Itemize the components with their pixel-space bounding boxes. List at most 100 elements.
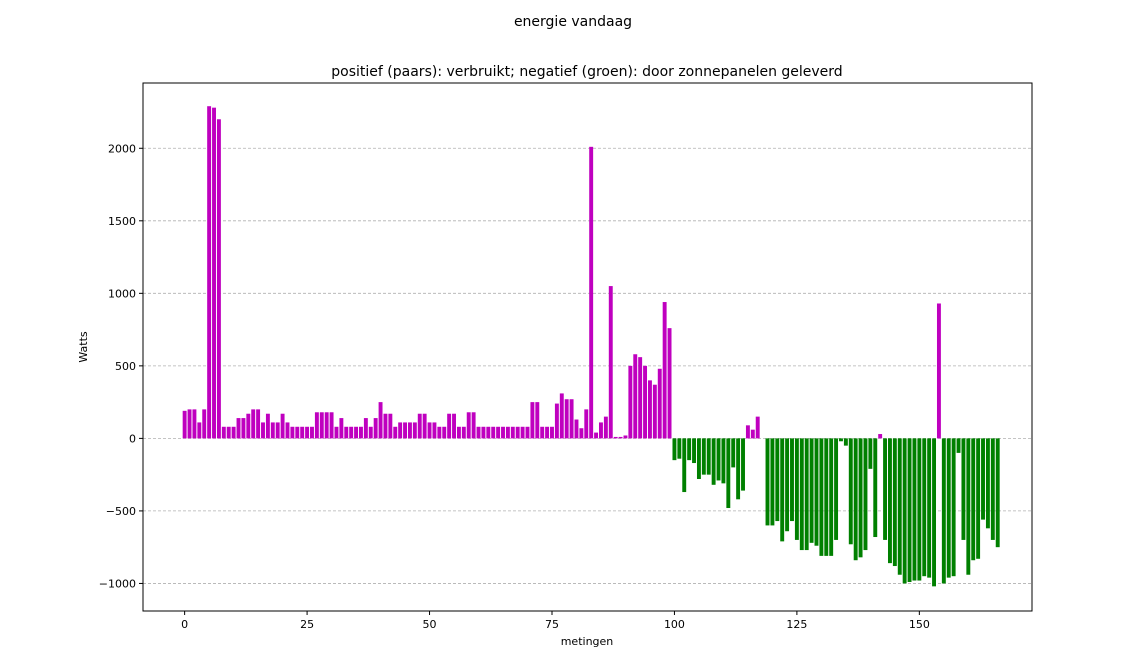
bar	[520, 426, 525, 439]
bar	[902, 438, 907, 584]
bar	[486, 426, 491, 439]
bar	[995, 438, 1000, 548]
bar	[261, 422, 265, 439]
bar	[790, 438, 794, 522]
bar	[946, 438, 951, 578]
bar	[736, 438, 741, 500]
y-tick-label: 0	[129, 432, 136, 445]
bar	[971, 438, 976, 561]
bar	[207, 106, 212, 439]
bar	[770, 438, 775, 526]
bar	[799, 438, 804, 551]
y-tick-label: −1000	[99, 577, 136, 590]
x-tick-label: 50	[423, 618, 437, 631]
bar	[554, 403, 559, 439]
bar	[363, 418, 368, 439]
bar	[216, 119, 221, 439]
bar	[682, 438, 687, 493]
bar	[687, 438, 692, 461]
y-tick-label: 2000	[108, 142, 136, 155]
bar	[809, 438, 814, 543]
bar	[241, 418, 246, 439]
bar	[696, 438, 701, 479]
bar	[398, 422, 403, 439]
bar	[251, 409, 256, 439]
bar	[843, 438, 848, 446]
bar	[256, 409, 261, 439]
bar	[657, 368, 662, 439]
bar	[613, 436, 618, 439]
bar	[290, 426, 295, 439]
bar	[638, 357, 643, 439]
bar	[912, 438, 917, 581]
bar	[300, 426, 305, 439]
bar	[608, 286, 613, 439]
bar	[334, 426, 339, 439]
bar	[265, 413, 270, 439]
bar	[716, 438, 721, 481]
x-axis: 0 25 50 75 100 125 150	[181, 611, 930, 631]
bar	[824, 438, 829, 556]
bar	[530, 402, 535, 439]
bar	[545, 426, 550, 439]
bar	[236, 418, 241, 439]
bar	[985, 438, 990, 529]
bar	[662, 302, 667, 439]
bar	[603, 416, 608, 439]
x-tick-label: 75	[545, 618, 559, 631]
bar	[785, 438, 790, 532]
bar	[535, 402, 540, 439]
bar	[873, 438, 878, 538]
bar	[853, 438, 858, 561]
bar	[652, 384, 657, 439]
bar	[197, 422, 202, 439]
bar	[231, 426, 236, 439]
x-tick-label: 150	[909, 618, 930, 631]
bar	[412, 422, 417, 439]
bar	[834, 438, 839, 540]
bar	[187, 409, 192, 439]
bar	[701, 438, 706, 475]
bar	[481, 426, 486, 439]
bar	[491, 426, 496, 439]
bar	[383, 413, 388, 439]
x-axis-label: metingen	[561, 635, 614, 648]
bar	[461, 426, 466, 439]
bar	[814, 438, 819, 546]
bar	[505, 426, 510, 439]
bar	[941, 438, 946, 584]
bar	[848, 438, 853, 545]
bar	[319, 412, 324, 439]
bar	[726, 438, 731, 509]
bar	[907, 438, 912, 582]
y-axis: −1000 −500 0 500 1000 1500 2000	[99, 142, 143, 590]
bar	[540, 426, 545, 439]
bar	[388, 413, 393, 439]
bar	[403, 422, 408, 439]
bar	[883, 438, 888, 540]
bar	[628, 365, 633, 439]
bar	[501, 426, 505, 439]
bar	[246, 413, 251, 439]
bar	[476, 426, 481, 439]
bars	[182, 106, 1000, 587]
bar	[917, 438, 922, 581]
bar	[618, 436, 623, 439]
bar	[559, 393, 564, 439]
bar	[226, 426, 231, 439]
bar	[329, 412, 334, 439]
bar	[741, 438, 745, 491]
bar	[510, 426, 515, 439]
bar	[515, 426, 520, 439]
bar	[437, 426, 442, 439]
bar	[584, 409, 589, 439]
bar	[858, 438, 863, 558]
bar	[202, 409, 207, 439]
bar	[892, 438, 897, 567]
bar	[452, 413, 456, 439]
y-axis-label: Watts	[77, 331, 90, 363]
bar	[706, 438, 711, 475]
chart-suptitle: energie vandaag	[514, 14, 632, 30]
y-tick-label: 1000	[108, 287, 136, 300]
bar	[956, 438, 961, 453]
